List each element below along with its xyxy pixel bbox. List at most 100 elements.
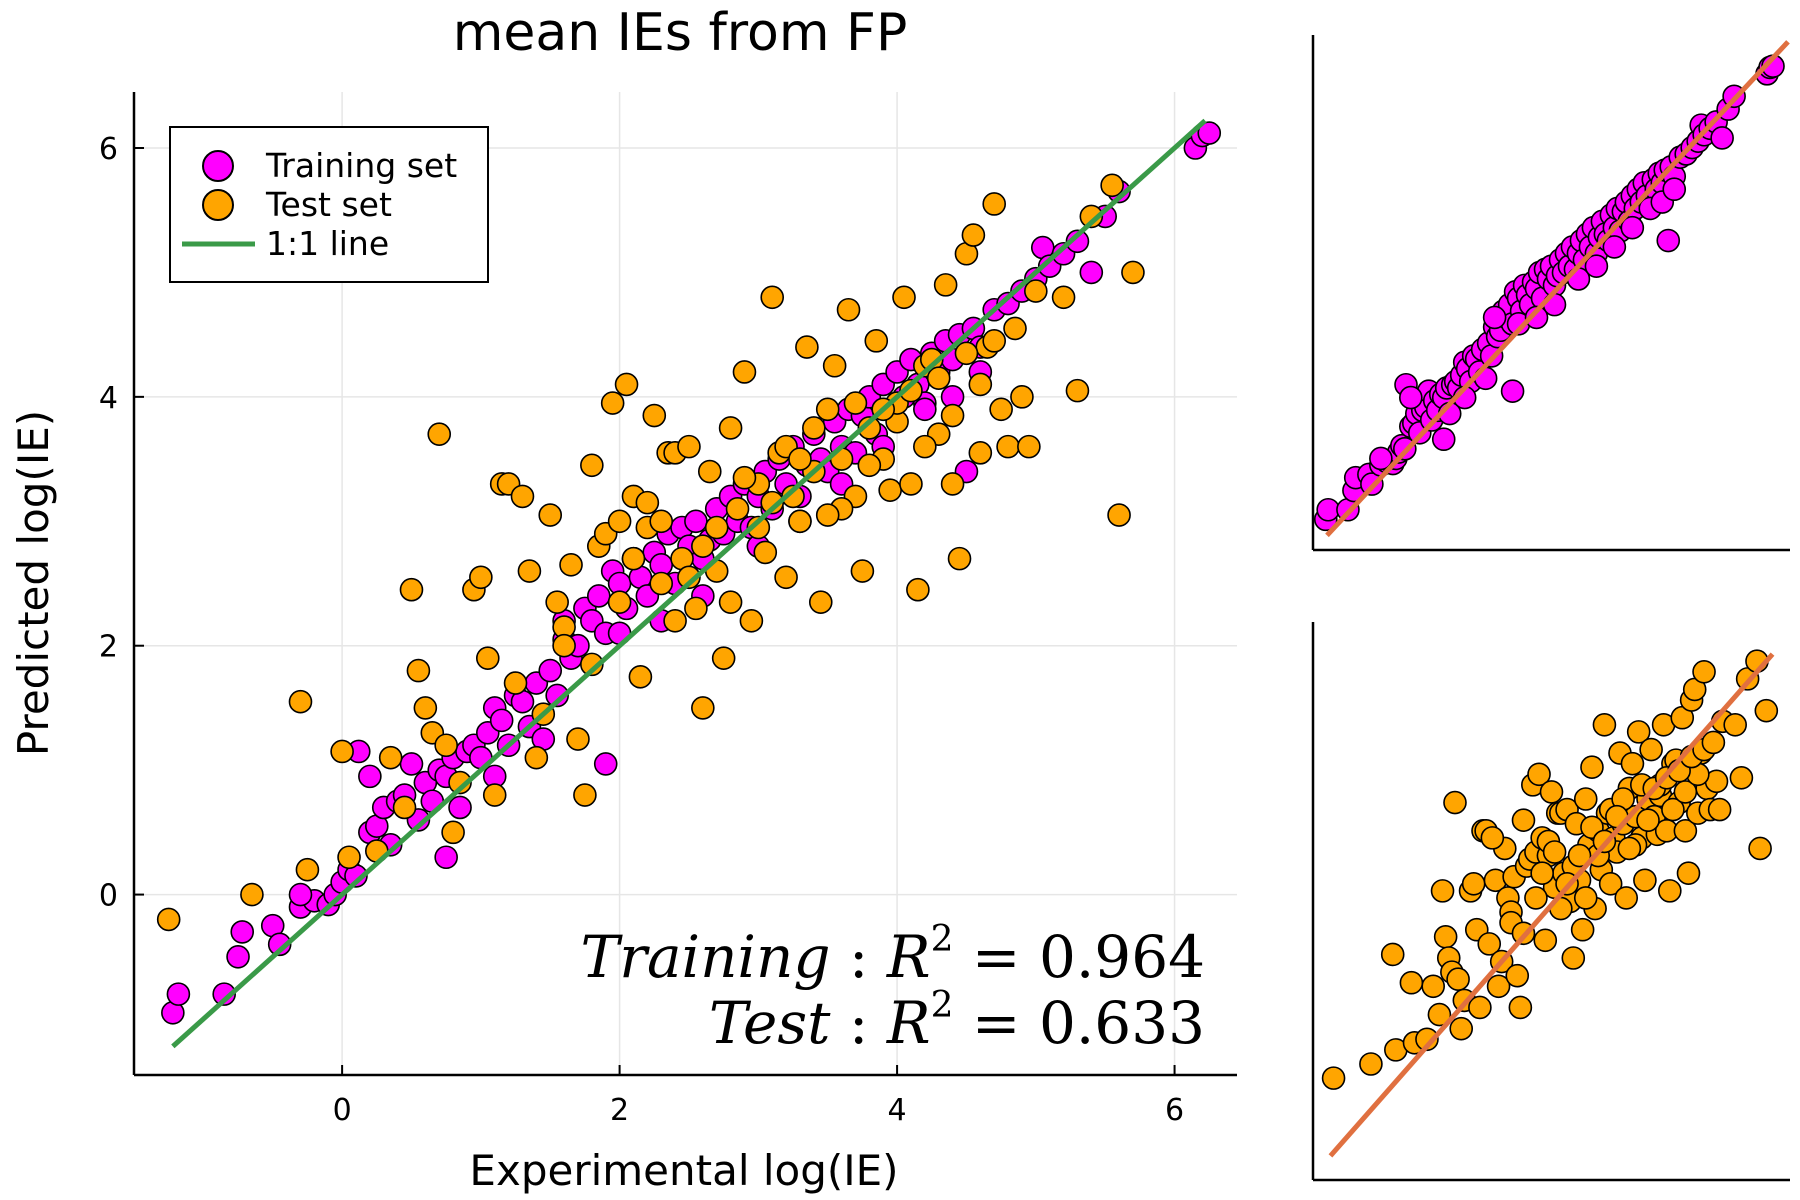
test-point [677, 434, 701, 459]
training-point [538, 658, 563, 683]
legend: Training set Test set 1:1 line [169, 126, 489, 283]
r2-test-label: Test [709, 989, 831, 1057]
test-point [330, 739, 354, 764]
test-point [732, 360, 757, 384]
test-point [663, 609, 687, 633]
inset-test-point [1692, 659, 1716, 684]
inset-training-point [1316, 497, 1340, 522]
chart-title: mean IEs from FP [453, 3, 908, 63]
inset-test-point [1415, 1027, 1439, 1052]
inset-test-point [1380, 942, 1405, 967]
y-tick-label: 4 [99, 381, 118, 416]
test-point [240, 882, 264, 907]
inset-training-points [1313, 54, 1785, 532]
inset-test-point [1539, 780, 1564, 804]
test-point [614, 372, 639, 397]
inset-test-point [1661, 797, 1685, 822]
test-point [746, 515, 771, 540]
inset-test-point [1480, 826, 1505, 850]
inset-test-point [1748, 836, 1772, 861]
test-point [607, 509, 632, 534]
test-point [684, 596, 708, 621]
test-point [649, 571, 674, 596]
legend-test-marker [202, 189, 234, 221]
test-point [892, 285, 916, 310]
inset-test-point [1524, 886, 1548, 910]
inset-training-identity-line [1325, 40, 1790, 538]
inset-training-point [1500, 379, 1525, 403]
inset-test-point [1617, 836, 1642, 861]
inset-test-point [1701, 730, 1726, 755]
training-point [586, 584, 611, 608]
inset-test-point [1626, 720, 1651, 744]
inset-test-point [1486, 974, 1511, 999]
training-point [434, 845, 458, 870]
inset-test-point [1673, 780, 1698, 804]
test-point [399, 577, 424, 602]
training-point [489, 708, 514, 733]
test-point [718, 416, 743, 440]
test-point [864, 329, 889, 353]
inset-test-plot [1311, 622, 1790, 1182]
test-point [545, 590, 569, 614]
test-point [982, 329, 1007, 353]
inset-test-points [1321, 649, 1779, 1090]
training-point [545, 683, 569, 708]
legend-test-label: Test set [265, 185, 392, 224]
test-point [857, 416, 882, 440]
test-point [718, 590, 743, 614]
test-point [933, 273, 958, 297]
test-point [691, 696, 715, 720]
inset-test-point [1573, 886, 1598, 910]
test-point [413, 696, 438, 720]
inset-test-point [1511, 808, 1536, 833]
training-point [593, 752, 618, 776]
inset-test-point [1614, 886, 1639, 910]
test-point [1017, 434, 1041, 459]
test-point [517, 559, 542, 583]
test-point [559, 553, 583, 577]
training-point [166, 982, 191, 1006]
main-plot: mean IEs from FP 0 2 4 6 0 2 4 6 Experimental l… [9, 3, 1237, 1195]
test-point [760, 285, 785, 310]
inset-test-point [1707, 797, 1732, 822]
inset-training-point [1656, 228, 1681, 253]
test-point [753, 540, 778, 565]
inset-test-point [1658, 879, 1682, 903]
inset-test-point [1620, 751, 1645, 776]
test-point [580, 652, 604, 677]
inset-test-point [1633, 868, 1657, 893]
y-tick-label: 6 [99, 132, 118, 167]
inset-test-point [1580, 755, 1604, 780]
test-point [1024, 279, 1048, 303]
x-tick-label: 0 [333, 1093, 352, 1128]
test-point [732, 465, 757, 490]
inset-test-point [1598, 871, 1623, 896]
inset-test-point [1570, 917, 1595, 942]
inset-test-point [1468, 995, 1492, 1020]
inset-training-point [1369, 446, 1393, 471]
svg-text:Test : R2 = 0.633: Test : R2 = 0.633 [709, 985, 1205, 1057]
test-point [649, 509, 674, 534]
r2-training-label: Training [581, 923, 831, 991]
inset-training-point [1602, 235, 1627, 259]
test-point [711, 646, 736, 670]
test-point [878, 478, 902, 502]
test-point [802, 416, 826, 440]
inset-training-point [1399, 385, 1423, 410]
test-point [510, 484, 535, 509]
test-point [1121, 260, 1145, 285]
test-point [822, 353, 847, 378]
test-point [392, 795, 417, 820]
test-point [524, 745, 549, 770]
training-point [913, 397, 937, 422]
legend-line-label: 1:1 line [266, 224, 389, 263]
inset-training-point [1584, 254, 1609, 278]
test-point [857, 453, 882, 478]
test-point [552, 633, 576, 658]
r2-test-value: 0.633 [1039, 989, 1205, 1057]
test-point [691, 534, 715, 558]
test-point [704, 515, 729, 540]
r2-annotation-training: Training : R2 = 0.964 [581, 919, 1205, 991]
